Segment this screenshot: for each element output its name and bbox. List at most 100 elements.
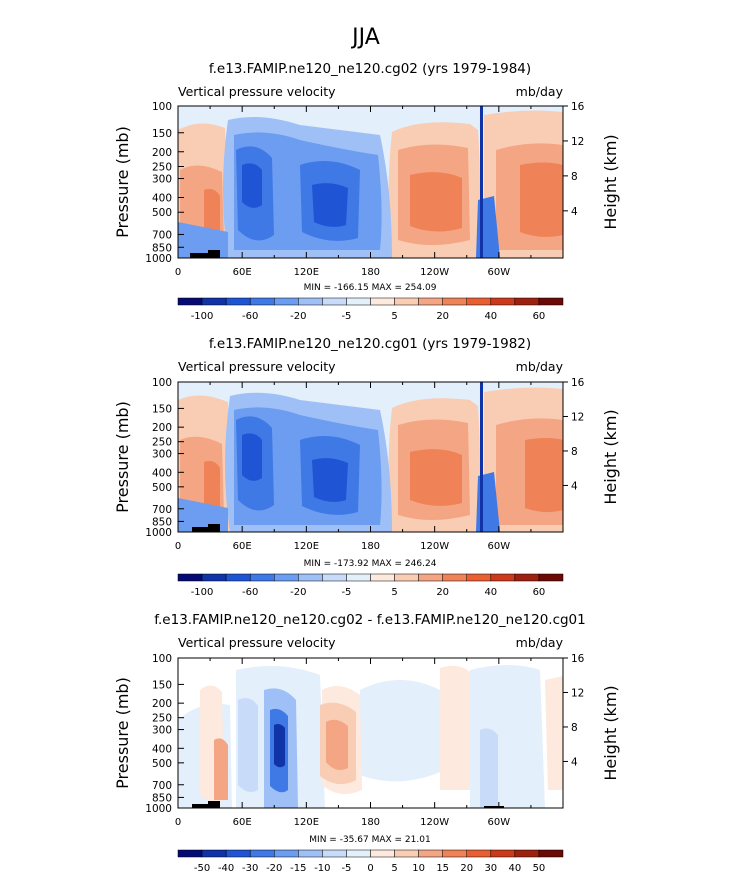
panel-2-colorbar-label: -100 xyxy=(191,587,214,598)
panel-3-contour-neg-mid xyxy=(238,698,258,793)
panel-3: f.e13.FAMIP.ne120_ne120.cg02 - f.e13.FAM… xyxy=(113,612,620,874)
panel-2-colorbar-box xyxy=(466,573,492,582)
panel-3-colorbar-box xyxy=(322,849,347,858)
panel-3-y-tick-label: 500 xyxy=(152,758,172,770)
panel-2-colorbar-box xyxy=(225,573,251,582)
panel-1-contour-pos-atlantic-max xyxy=(520,162,563,237)
panel-3-y-tick-label: 250 xyxy=(152,713,172,725)
panel-1-y2-tick-label: 4 xyxy=(571,206,578,218)
panel-3-colorbar-box xyxy=(466,849,492,858)
panel-3-x-tick-label: 180 xyxy=(361,817,380,828)
panel-3-y-tick-label: 400 xyxy=(152,743,172,755)
panel-3-contour-pos-africa xyxy=(214,738,228,800)
panel-3-x-tick-label: 60W xyxy=(488,817,511,828)
panel-2-units-label: mb/day xyxy=(516,359,564,374)
panel-2: f.e13.FAMIP.ne120_ne120.cg01 (yrs 1979-1… xyxy=(113,336,620,598)
panel-1-colorbar-box xyxy=(466,297,492,306)
panel-2-title: f.e13.FAMIP.ne120_ne120.cg01 (yrs 1979-1… xyxy=(209,336,531,352)
panel-3-x-tick-label: 120E xyxy=(294,817,319,828)
panel-2-stats: MIN = -173.92 MAX = 246.24 xyxy=(304,559,437,569)
panel-1-y-tick-label: 250 xyxy=(152,161,172,173)
panel-2-y-tick-label: 100 xyxy=(152,377,172,389)
panel-1-y2label: Height (km) xyxy=(601,134,620,229)
panel-2-y-tick-label: 850 xyxy=(152,516,172,528)
panel-2-x-tick-label: 120W xyxy=(420,541,449,552)
panel-3-contour-pos-west-pacific-core xyxy=(326,719,348,770)
panel-3-colorbar-label: 15 xyxy=(436,863,449,873)
panel-2-colorbar-box xyxy=(418,573,443,582)
panel-2-colorbar-label: -20 xyxy=(290,587,306,598)
panel-2-y-tick-label: 200 xyxy=(152,422,172,434)
panel-1-colorbar-box xyxy=(322,297,347,306)
panel-2-colorbar-box xyxy=(346,573,371,582)
panel-3-title: f.e13.FAMIP.ne120_ne120.cg02 - f.e13.FAM… xyxy=(154,612,586,628)
panel-3-colorbar: -50 -40 -30 -20 -15 -10 -5 0 5 10 15 20 30 40 50 xyxy=(177,849,564,874)
panel-3-y-tick-label: 150 xyxy=(152,679,172,691)
panel-2-y-tick-label: 250 xyxy=(152,437,172,449)
panel-1-contour-neg-warmpool-max xyxy=(242,163,262,208)
panel-1-colorbar-box xyxy=(442,297,467,306)
panel-3-y2-tick-label: 8 xyxy=(571,722,578,734)
panel-1-y-tick-label: 400 xyxy=(152,193,172,205)
panel-1-x-tick-label: 0 xyxy=(175,267,181,278)
panel-2-contour-neg-andes-spike xyxy=(480,382,483,532)
panel-3-x-tick-label: 120W xyxy=(420,817,449,828)
panel-2-y2-tick-label: 12 xyxy=(571,411,584,423)
panel-1-colorbar-box xyxy=(514,297,540,306)
panel-2-x-tick-label: 60W xyxy=(488,541,511,552)
panel-3-y-tick-label: 300 xyxy=(152,725,172,737)
panel-3-colorbar-box xyxy=(538,849,564,858)
panel-2-y2-tick-label: 16 xyxy=(571,377,585,389)
panel-1-units-label: mb/day xyxy=(516,84,564,99)
panel-2-colorbar-label: 40 xyxy=(484,587,497,598)
panel-1-colorbar-label: 60 xyxy=(533,311,546,322)
panel-1-x-tick-label: 120W xyxy=(420,267,449,278)
panel-3-y2label: Height (km) xyxy=(601,685,620,780)
panel-2-contour-neg-surface xyxy=(178,498,228,532)
panel-1-y-tick-label: 500 xyxy=(152,207,172,219)
panel-2-colorbar-box xyxy=(394,573,419,582)
panel-2-colorbar-label: -5 xyxy=(341,587,351,598)
panel-2-colorbar-box xyxy=(249,573,275,582)
panel-2-contour-pos-africa-max xyxy=(204,460,220,510)
panel-3-colorbar-box xyxy=(249,849,275,858)
panel-1-colorbar-box xyxy=(225,297,251,306)
panel-3-colorbar-box xyxy=(274,849,299,858)
panel-3-colorbar-box xyxy=(514,849,540,858)
panel-3-colorbar-label: 10 xyxy=(412,863,425,873)
panel-2-contour-pos-atlantic-max xyxy=(525,438,563,513)
panel-1-y-tick-label: 150 xyxy=(152,128,172,140)
panel-1-colorbar-label: -100 xyxy=(191,311,214,322)
panel-3-colorbar-label: -15 xyxy=(290,863,306,873)
panel-1-y-tick-label: 200 xyxy=(152,147,172,159)
panel-1-variable-label: Vertical pressure velocity xyxy=(178,84,336,99)
panel-3-colorbar-label: -50 xyxy=(194,863,210,873)
panel-3-contour-pos-3 xyxy=(440,665,470,790)
panel-3-colorbar-label: -30 xyxy=(242,863,258,873)
panel-3-y-tick-label: 100 xyxy=(152,653,172,665)
panel-2-colorbar-box xyxy=(322,573,347,582)
panel-1-y-tick-label: 700 xyxy=(152,229,172,241)
panel-2-plot-area xyxy=(178,382,563,532)
panel-1-colorbar-box xyxy=(370,297,395,306)
panel-3-colorbar-box xyxy=(225,849,251,858)
panel-1-colorbar-box xyxy=(177,297,203,306)
panel-2-colorbar-label: 60 xyxy=(533,587,546,598)
panel-2-y-tick-label: 500 xyxy=(152,482,172,494)
panel-2-colorbar-box xyxy=(538,573,564,582)
panel-2-y2-tick-label: 8 xyxy=(571,446,578,458)
panel-2-colorbar-box xyxy=(442,573,467,582)
panel-2-variable-label: Vertical pressure velocity xyxy=(178,359,336,374)
panel-3-colorbar-box xyxy=(418,849,443,858)
panel-2-colorbar-box xyxy=(370,573,395,582)
panel-3-units-label: mb/day xyxy=(516,635,564,650)
panel-3-colorbar-box xyxy=(370,849,395,858)
panel-1-contour-neg-warmpool-max-2 xyxy=(312,183,348,227)
panel-1-colorbar-label: 5 xyxy=(391,311,397,322)
panel-2-colorbar-box xyxy=(298,573,323,582)
page-title: JJA xyxy=(350,25,380,50)
panel-1-y-tick-label: 300 xyxy=(152,174,172,186)
panel-1-colorbar-label: 40 xyxy=(484,311,497,322)
panel-3-variable-label: Vertical pressure velocity xyxy=(178,635,336,650)
